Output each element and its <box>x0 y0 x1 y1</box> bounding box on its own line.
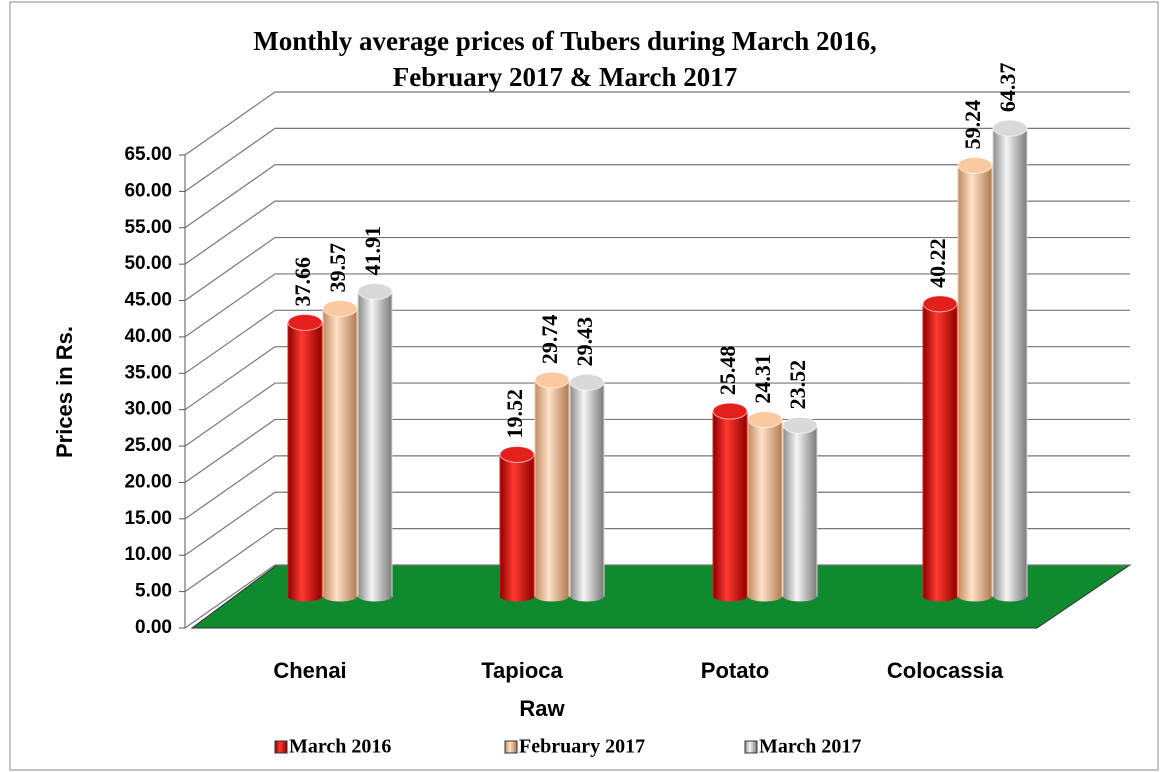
bar-base <box>713 591 747 602</box>
bar <box>534 379 570 598</box>
chart-title: Monthly average prices of Tubers during … <box>253 26 877 56</box>
y-tick-label: 40.00 <box>124 326 172 347</box>
grid-line <box>184 564 1130 629</box>
bar-top <box>287 313 323 331</box>
data-label: 41.91 <box>360 226 385 276</box>
y-tick-label: 65.00 <box>124 144 172 165</box>
bar-top <box>499 445 535 463</box>
y-tick-label: 20.00 <box>124 471 172 492</box>
grid-line <box>184 273 1130 338</box>
data-label: 29.43 <box>572 317 597 367</box>
bar <box>712 410 748 598</box>
chart-subtitle: February 2017 & March 2017 <box>393 62 737 92</box>
bar <box>287 321 323 597</box>
data-label: 37.66 <box>290 257 315 307</box>
grid-line <box>184 455 1130 520</box>
grid-line <box>184 164 1130 229</box>
y-tick-label: 0.00 <box>135 617 172 638</box>
bar-base <box>993 591 1027 602</box>
y-tick-label: 5.00 <box>135 581 172 602</box>
bar-base <box>500 591 534 602</box>
grid-line <box>184 491 1130 556</box>
y-tick-label: 25.00 <box>124 435 172 456</box>
grid-line <box>184 127 1130 192</box>
legend-label: March 2017 <box>759 736 861 758</box>
data-label: 24.31 <box>750 354 775 404</box>
bar-base <box>358 591 392 602</box>
bar <box>747 419 783 597</box>
x-tick-label: Colocassia <box>887 658 1004 683</box>
y-axis-label: Prices in Rs. <box>52 326 77 458</box>
y-tick-label: 45.00 <box>124 290 172 311</box>
legend-swatch <box>504 740 518 754</box>
legend-label: February 2017 <box>519 736 645 758</box>
bar-base <box>288 591 322 602</box>
data-label: 40.22 <box>925 238 950 288</box>
grid-line <box>184 309 1130 374</box>
bar <box>569 381 605 597</box>
bar-top <box>322 300 358 318</box>
legend-swatch <box>744 740 758 754</box>
bar <box>782 424 818 597</box>
x-tick-label: Tapioca Raw <box>481 658 565 721</box>
data-label: 19.52 <box>502 389 527 439</box>
bar-top <box>357 283 393 301</box>
data-label: 59.24 <box>960 100 985 150</box>
bar <box>357 291 393 597</box>
y-tick-label: 60.00 <box>124 180 172 201</box>
bar-base <box>958 591 992 602</box>
data-label: 23.52 <box>785 360 810 410</box>
bar <box>922 303 958 597</box>
grid-line <box>184 346 1130 411</box>
data-label: 25.48 <box>715 346 740 396</box>
bar <box>499 453 535 597</box>
bar <box>957 164 993 597</box>
bar-top <box>712 402 748 420</box>
legend-label: March 2016 <box>289 736 391 758</box>
bar-top <box>992 119 1028 137</box>
bar-base <box>535 591 569 602</box>
grid-line <box>184 382 1130 447</box>
legend-swatch <box>274 740 288 754</box>
y-tick-label: 15.00 <box>124 508 172 529</box>
grid-line <box>184 91 1130 156</box>
bar-top <box>534 371 570 389</box>
bar-base <box>783 591 817 602</box>
bar <box>322 308 358 597</box>
y-tick-label: 35.00 <box>124 362 172 383</box>
x-tick-label: Chenai <box>273 658 346 683</box>
bar-base <box>323 591 357 602</box>
x-tick-label: Potato <box>701 658 769 683</box>
bar-base <box>570 591 604 602</box>
bar <box>992 127 1028 597</box>
y-tick-label: 50.00 <box>124 253 172 274</box>
y-tick-label: 55.00 <box>124 217 172 238</box>
y-tick-label: 30.00 <box>124 399 172 420</box>
grid-line <box>184 200 1130 265</box>
bar-top <box>957 156 993 174</box>
data-label: 39.57 <box>325 243 350 293</box>
data-label: 64.37 <box>995 63 1020 113</box>
bar-base <box>923 591 957 602</box>
bar-top <box>782 416 818 434</box>
bar-top <box>922 295 958 313</box>
bar-top <box>569 373 605 391</box>
y-tick-label: 10.00 <box>124 544 172 565</box>
frame <box>9 1 1159 771</box>
bar-top <box>747 411 783 429</box>
grid-line <box>184 528 1130 593</box>
grid-line <box>184 236 1130 302</box>
bar-base <box>748 591 782 602</box>
data-label: 29.74 <box>537 315 562 365</box>
grid-line <box>184 418 1130 483</box>
